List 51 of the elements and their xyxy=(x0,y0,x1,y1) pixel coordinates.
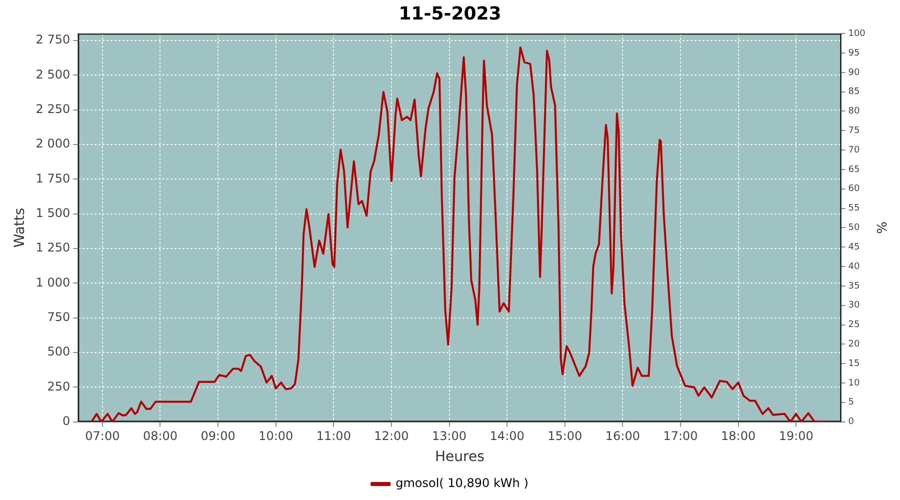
y-tick-label: 250 xyxy=(47,379,70,394)
x-tick-label: 12:00 xyxy=(374,429,409,444)
y-tick-label: 2 500 xyxy=(36,67,70,82)
y-tick-label: 1 750 xyxy=(36,171,70,186)
y-tick-label: 0 xyxy=(62,414,70,428)
y2-tick-label: 30 xyxy=(848,300,860,311)
x-tick-label: 16:00 xyxy=(605,429,640,444)
y2-tick-label: 50 xyxy=(848,223,860,234)
y2-tick-label: 55 xyxy=(848,204,860,214)
y2-tick-label: 95 xyxy=(848,48,860,58)
y2-tick-label: 20 xyxy=(848,340,860,350)
y2-tick-label: 10 xyxy=(848,378,860,388)
y2-tick-label: 15 xyxy=(848,358,860,369)
y2-tick-label: 45 xyxy=(848,242,860,252)
y2-tick-label: 100 xyxy=(848,28,866,39)
y2-axis-title: % xyxy=(872,222,888,234)
x-tick-label: 17:00 xyxy=(663,429,698,444)
y-tick-label: 2 000 xyxy=(36,136,70,151)
y2-tick-label: 85 xyxy=(848,87,860,98)
y2-tick-label: 5 xyxy=(848,398,854,408)
y-axis-title: Watts xyxy=(12,208,28,248)
x-tick-label: 15:00 xyxy=(548,429,582,444)
y-tick-label: 1 250 xyxy=(36,240,70,255)
x-tick-label: 08:00 xyxy=(142,429,178,444)
x-tick-label: 18:00 xyxy=(721,429,756,444)
y-tick-label: 500 xyxy=(47,344,70,359)
y2-tick-label: 80 xyxy=(848,106,860,117)
y2-tick-label: 35 xyxy=(848,281,860,292)
y-tick-label: 1 500 xyxy=(36,206,70,220)
chart-title: 11-5-2023 xyxy=(398,3,502,24)
y2-tick-label: 90 xyxy=(848,68,860,78)
y-tick-label: 1 000 xyxy=(36,275,70,290)
y2-tick-label: 0 xyxy=(848,417,854,428)
y2-tick-label: 40 xyxy=(848,262,860,272)
x-tick-label: 11:00 xyxy=(316,429,351,444)
x-tick-label: 19:00 xyxy=(778,429,814,444)
y-tick-label: 2 750 xyxy=(36,32,70,47)
x-tick-label: 09:00 xyxy=(200,429,236,444)
x-axis-title: Heures xyxy=(435,449,484,466)
x-tick-label: 13:00 xyxy=(432,429,467,444)
y2-tick-label: 60 xyxy=(848,184,860,194)
x-tick-label: 14:00 xyxy=(490,429,524,444)
y2-tick-label: 75 xyxy=(848,126,860,136)
x-tick-label: 07:00 xyxy=(85,429,120,444)
y2-tick-label: 70 xyxy=(848,145,860,156)
y-tick-label: 750 xyxy=(47,310,70,324)
legend-label: gmosol( 10,890 kWh ) xyxy=(396,476,528,490)
y-tick-label: 2 250 xyxy=(36,102,70,116)
y2-tick-label: 25 xyxy=(848,320,860,330)
y2-tick-label: 65 xyxy=(848,164,860,175)
x-tick-label: 10:00 xyxy=(258,429,294,444)
